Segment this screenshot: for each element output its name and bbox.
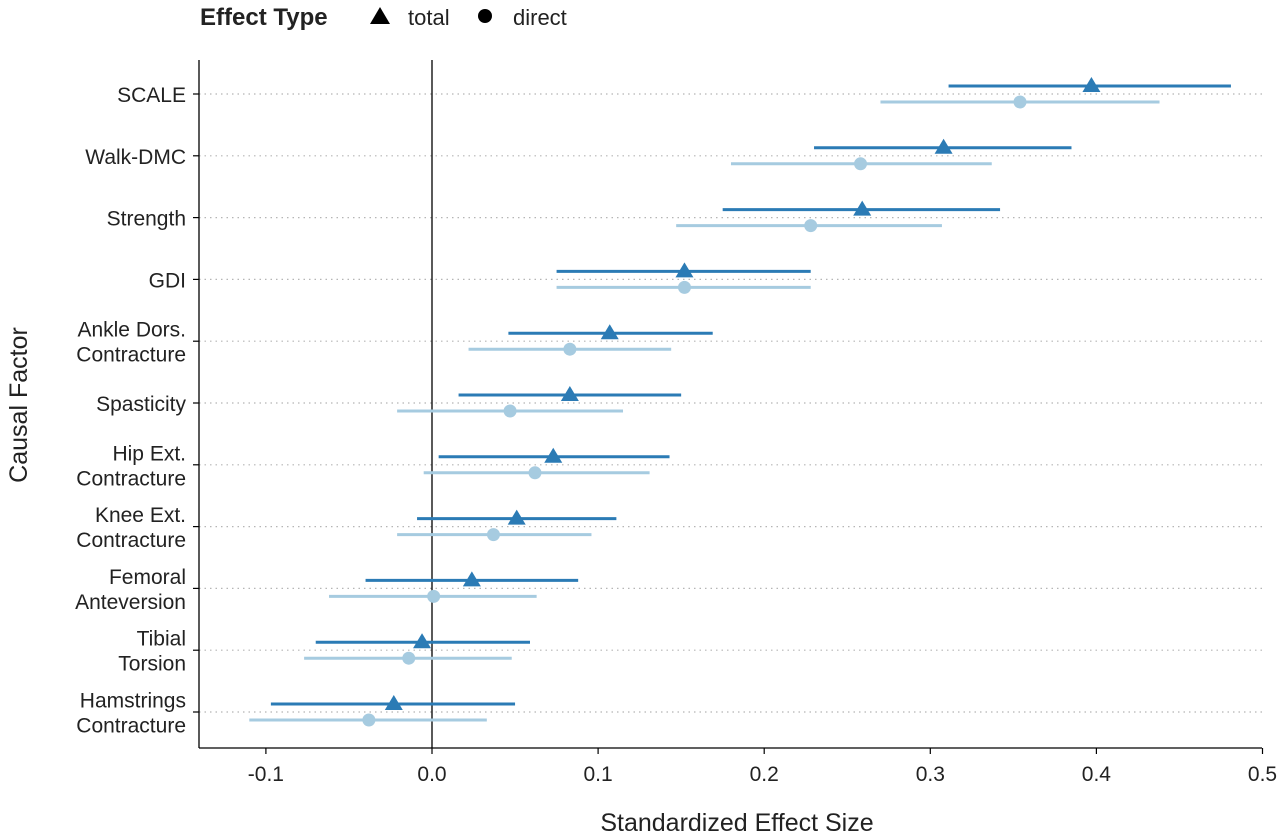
legend-label-direct: direct [513, 5, 567, 30]
point-total [853, 200, 872, 216]
x-tick-label: 0.3 [916, 763, 945, 786]
y-axis-title: Causal Factor [5, 327, 33, 483]
point-direct [528, 466, 542, 480]
y-tick-label: Tibial [137, 628, 186, 651]
point-total [413, 633, 432, 649]
y-tick-label: SCALE [117, 84, 186, 107]
point-total [675, 262, 694, 278]
x-tick-label: 0.4 [1082, 763, 1112, 786]
plot-marks [249, 77, 1231, 727]
point-direct [677, 280, 691, 294]
x-axis-title: Standardized Effect Size [600, 809, 873, 837]
point-total [1082, 77, 1101, 92]
point-total [507, 509, 526, 525]
point-direct [427, 589, 441, 603]
point-total [934, 138, 953, 154]
point-direct [503, 404, 517, 418]
y-tick-label: Strength [107, 208, 186, 231]
y-tick-label: Femoral [109, 566, 186, 589]
x-tick-labels: -0.1 0.0 0.1 0.2 0.3 0.4 0.5 [248, 748, 1277, 786]
x-tick-label: 0.2 [750, 763, 779, 786]
y-tick-label: Hip Ext. [112, 442, 186, 465]
point-direct [402, 651, 416, 665]
point-direct [362, 713, 376, 727]
legend-triangle-icon [370, 7, 390, 24]
point-direct [804, 219, 818, 233]
point-total [462, 571, 481, 587]
y-tick-label: Ankle Dors. [77, 319, 186, 342]
x-tick-label: 0.5 [1248, 763, 1277, 786]
y-tick-label: Anteversion [75, 591, 186, 614]
y-tick-label: Walk-DMC [85, 146, 186, 169]
point-direct [486, 528, 500, 542]
y-tick-label: Contracture [76, 344, 186, 367]
gridlines [199, 93, 1262, 713]
y-tick-label: GDI [149, 269, 186, 292]
y-tick-label: Contracture [76, 715, 186, 738]
point-direct [1013, 95, 1027, 109]
y-tick-label: Contracture [76, 529, 186, 552]
x-tick-label: 0.1 [583, 763, 612, 786]
legend-circle-icon [478, 9, 492, 23]
y-tick-label: Torsion [118, 653, 186, 676]
y-tick-label: Spasticity [96, 393, 186, 416]
legend: Effect Type total direct [200, 4, 567, 31]
point-total [560, 386, 579, 401]
point-total [600, 324, 619, 340]
point-direct [563, 342, 577, 356]
y-tick-label: Contracture [76, 467, 186, 490]
legend-title: Effect Type [200, 4, 328, 31]
point-total [544, 447, 563, 463]
x-tick-label: -0.1 [248, 763, 284, 786]
legend-label-total: total [408, 5, 450, 30]
point-total [384, 695, 403, 710]
x-tick-label: 0.0 [417, 763, 446, 786]
y-tick-label: Hamstrings [80, 690, 186, 713]
point-direct [854, 157, 868, 171]
y-tick-label: Knee Ext. [95, 504, 186, 527]
